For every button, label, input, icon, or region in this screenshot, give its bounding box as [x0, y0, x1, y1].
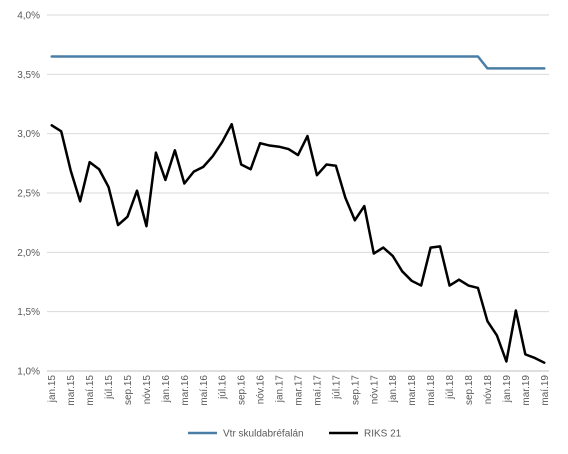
y-tick-label: 2,5% [17, 189, 40, 200]
x-tick-label: júl.16 [218, 375, 229, 400]
x-tick-label: maí.19 [540, 375, 551, 406]
gridlines [47, 14, 549, 372]
y-tick-label: 1,5% [17, 307, 40, 318]
x-tick-label: mar.16 [180, 375, 191, 406]
x-tick-label: sep.15 [123, 375, 134, 405]
series-line-1 [50, 122, 546, 364]
x-tick-label: jan.16 [161, 375, 172, 404]
x-tick-label: jan.18 [388, 375, 399, 404]
x-tick-label: maí.17 [312, 375, 323, 406]
x-tick-label: nóv.18 [483, 375, 494, 405]
legend: Vtr skuldabréfalán RIKS 21 [188, 429, 402, 440]
x-tick-label: nóv.16 [256, 375, 267, 405]
y-axis: 1,0% 1,5% 2,0% 2,5% 3,0% 3,5% 4,0% [17, 11, 40, 378]
x-tick-label: maí.15 [85, 375, 96, 406]
x-tick-label: jan.15 [47, 375, 58, 404]
x-tick-label: maí.18 [426, 375, 437, 406]
x-tick-label: júl.18 [445, 375, 456, 400]
y-tick-label: 2,0% [17, 248, 40, 259]
y-tick-label: 4,0% [17, 11, 40, 22]
x-tick-label: júl.15 [104, 375, 115, 400]
series-lines [50, 55, 546, 364]
y-tick-label: 1,0% [17, 367, 40, 378]
x-tick-label: mar.15 [66, 375, 77, 406]
x-tick-label: nóv.17 [369, 375, 380, 405]
x-tick-label: mar.18 [407, 375, 418, 406]
x-tick-label: sep.16 [237, 375, 248, 405]
legend-label: Vtr skuldabréfalán [223, 429, 304, 440]
legend-label: RIKS 21 [364, 429, 402, 440]
x-tick-label: júl.17 [331, 375, 342, 400]
x-axis: jan.15 mar.15 maí.15 júl.15 sep.15 nóv.15 jan.… [47, 375, 551, 406]
x-tick-label: maí.16 [199, 375, 210, 406]
x-tick-label: sep.17 [350, 375, 361, 405]
x-tick-label: jan.19 [502, 375, 513, 404]
x-tick-label: mar.19 [521, 375, 532, 406]
x-tick-label: nóv.15 [142, 375, 153, 405]
y-tick-label: 3,0% [17, 129, 40, 140]
y-tick-label: 3,5% [17, 70, 40, 81]
x-tick-label: jan.17 [275, 375, 286, 404]
x-tick-label: mar.17 [294, 375, 305, 406]
series-line-0 [50, 55, 546, 70]
x-tick-label: sep.18 [464, 375, 475, 405]
